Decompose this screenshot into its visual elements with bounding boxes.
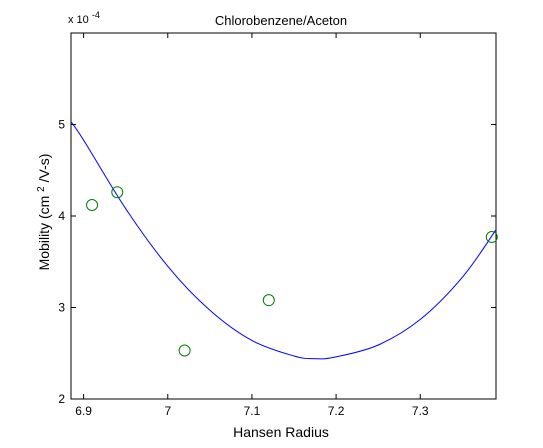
data-point bbox=[262, 294, 275, 307]
x-tick-label: 7 bbox=[164, 404, 171, 418]
y-axis-label-superscript: 2 bbox=[36, 186, 47, 192]
x-axis-ticks: 6.9 7 7.1 7.2 7.3 bbox=[75, 33, 429, 418]
y-tick-label: 3 bbox=[58, 301, 65, 315]
data-point bbox=[86, 199, 99, 212]
y-multiplier-base: x 10 bbox=[68, 14, 89, 26]
y-axis-label: Mobility (cm 2 /V-s) bbox=[31, 154, 52, 271]
y-axis-ticks: 2 3 4 5 bbox=[58, 118, 496, 406]
y-axis-label-part1: Mobility (cm bbox=[36, 196, 52, 271]
data-point bbox=[111, 186, 124, 199]
y-tick-label: 5 bbox=[58, 118, 65, 132]
x-tick-label: 7.1 bbox=[244, 404, 261, 418]
y-multiplier-exponent: -4 bbox=[92, 10, 100, 20]
data-point bbox=[178, 344, 191, 357]
y-tick-label: 4 bbox=[58, 209, 65, 223]
x-tick-label: 7.3 bbox=[412, 404, 429, 418]
y-axis-label-part2: /V-s) bbox=[36, 154, 52, 183]
data-point bbox=[485, 231, 498, 244]
chart-title: Chlorobenzene/Aceton bbox=[215, 13, 347, 28]
x-tick-label: 6.9 bbox=[75, 404, 92, 418]
x-tick-label: 7.2 bbox=[328, 404, 345, 418]
fit-curve-line bbox=[70, 121, 497, 360]
y-multiplier-label: x 10 -4 bbox=[68, 10, 100, 26]
x-axis-label: Hansen Radius bbox=[233, 424, 329, 440]
y-tick-label: 2 bbox=[58, 392, 65, 406]
plot-area bbox=[70, 121, 498, 360]
